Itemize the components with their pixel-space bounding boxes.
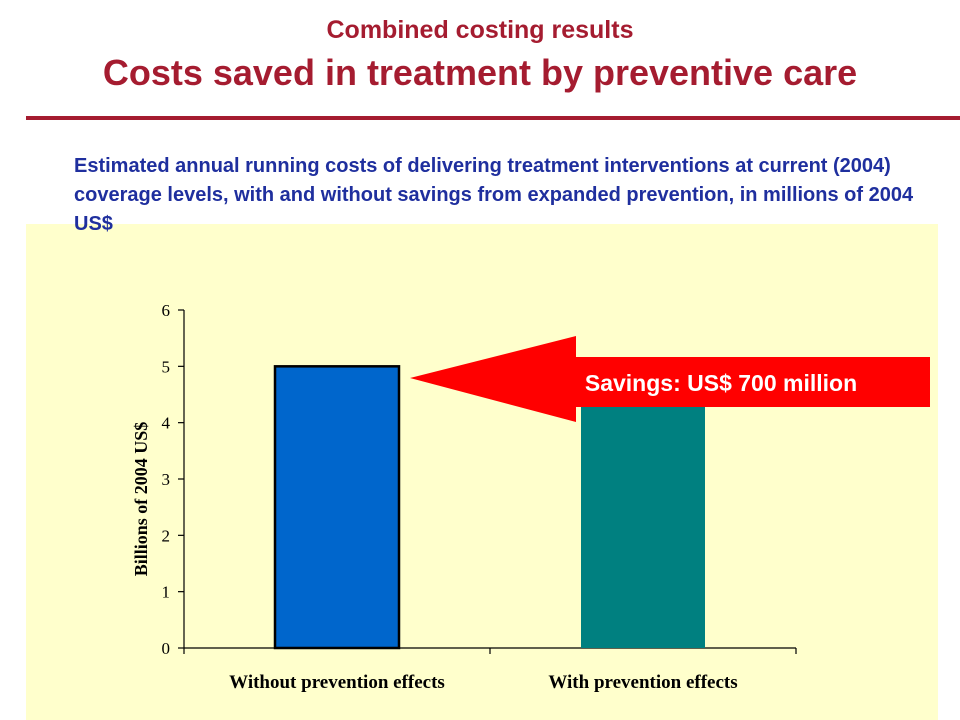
savings-callout-text: Savings: US$ 700 million xyxy=(585,370,857,396)
bar-2 xyxy=(581,405,705,648)
x-category-label: Without prevention effects xyxy=(229,672,445,693)
x-axis: Without prevention effects With preventio… xyxy=(183,647,797,693)
chart-description: Estimated annual running costs of delive… xyxy=(74,155,914,235)
y-tick-label: 5 xyxy=(162,357,171,376)
savings-callout: Savings: US$ 700 million xyxy=(410,336,930,422)
chart-panel xyxy=(26,224,938,720)
y-tick-label: 0 xyxy=(162,639,171,658)
x-category-label: With prevention effects xyxy=(548,672,737,693)
slide-subtitle: Combined costing results xyxy=(326,16,634,44)
y-tick-label: 6 xyxy=(162,301,171,320)
bars xyxy=(273,365,705,650)
title-divider xyxy=(26,116,960,120)
callout-arrow xyxy=(410,336,930,422)
y-tick-label: 3 xyxy=(162,470,171,489)
y-axis: 0 1 2 3 4 5 6 Billions of 2004 US$ xyxy=(131,301,185,658)
y-axis-title: Billions of 2004 US$ xyxy=(131,422,151,577)
slide-title: Costs saved in treatment by preventive c… xyxy=(102,52,858,93)
y-tick-label: 4 xyxy=(162,414,171,433)
y-tick-label: 1 xyxy=(162,583,171,602)
bar-1 xyxy=(273,365,401,650)
y-tick-label: 2 xyxy=(162,526,171,545)
